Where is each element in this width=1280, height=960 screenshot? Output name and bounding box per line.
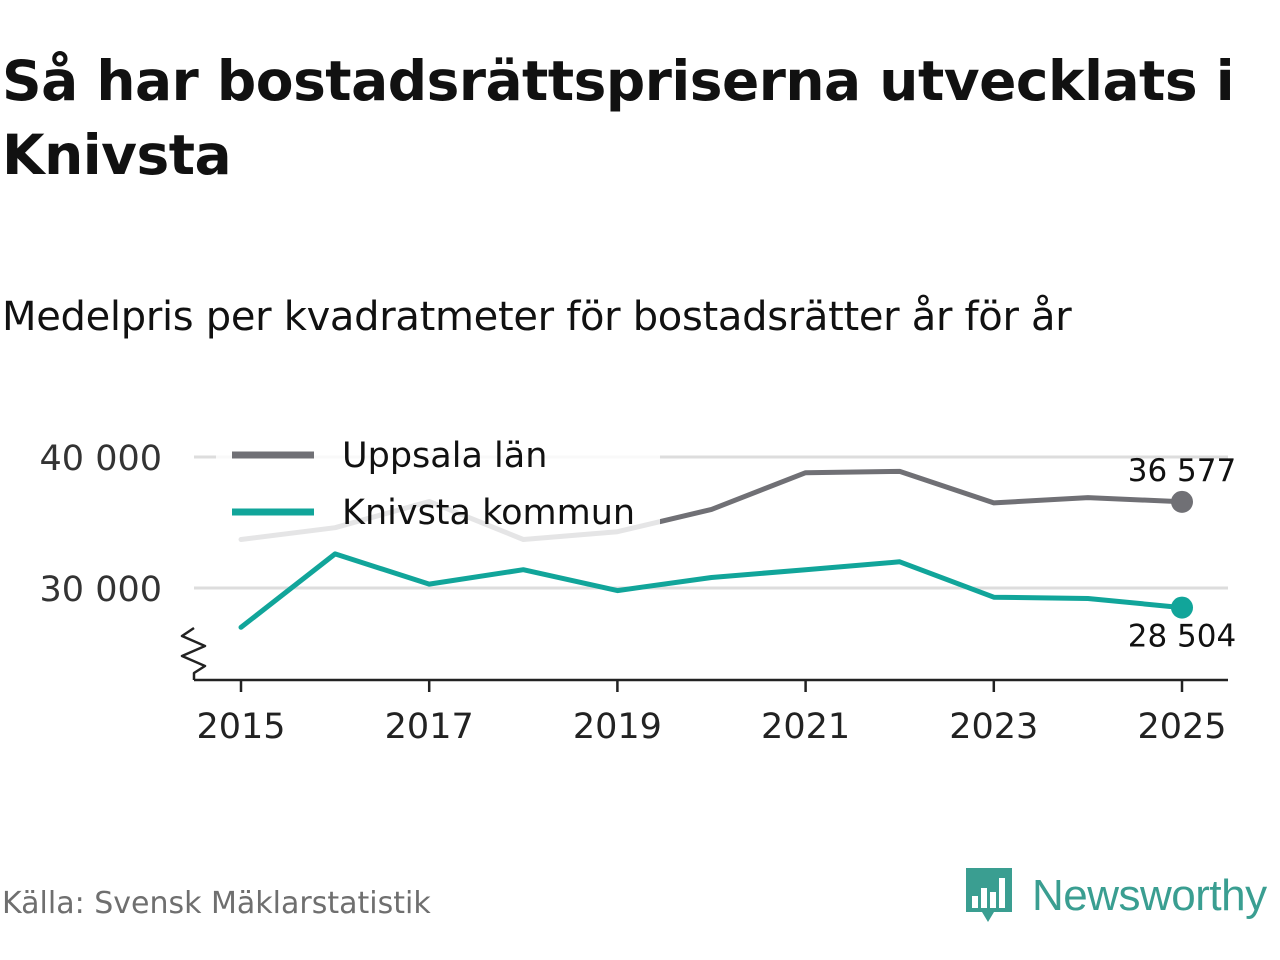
brand-name: Newsworthy	[1032, 871, 1267, 920]
end-point-marker	[1171, 490, 1193, 513]
y-axis: 30 000 40 000	[40, 439, 162, 610]
x-axis: 2015 2017 2019 2021 2023 2025	[194, 678, 1228, 747]
chart-title: Så har bostadsrättspriserna utvecklats i…	[2, 49, 1235, 187]
y-tick-label: 30 000	[40, 570, 162, 610]
end-value-label: 28 504	[1128, 619, 1236, 655]
x-tick-label: 2015	[196, 707, 285, 747]
legend: Uppsala län Knivsta kommun	[216, 428, 660, 546]
legend-backdrop	[216, 428, 660, 546]
line-chart: 30 000 40 000 2015 2017 2019 2021 2023 2025 Up…	[39, 428, 1237, 747]
axis-break-icon	[180, 626, 207, 680]
end-value-label: 36 577	[1128, 453, 1236, 489]
end-labels: 36 577 28 504	[1128, 453, 1236, 655]
x-tick-label: 2021	[761, 707, 850, 747]
brand-logo: Newsworthy	[964, 866, 1267, 926]
x-tick-label: 2017	[385, 707, 474, 747]
newsworthy-logo-icon	[966, 868, 1012, 922]
end-point-marker	[1171, 596, 1193, 619]
chart-subtitle: Medelpris per kvadratmeter för bostadsrä…	[2, 294, 1072, 340]
x-tick-label: 2019	[573, 707, 662, 747]
axis-break-zigzag	[180, 626, 207, 680]
legend-label: Uppsala län	[342, 436, 547, 476]
series-line-knivsta	[238, 551, 1185, 630]
x-tick-label: 2023	[949, 707, 1038, 747]
y-tick-label: 40 000	[40, 439, 162, 479]
x-tick-label: 2025	[1137, 707, 1226, 747]
source-note: Källa: Svensk Mäklarstatistik	[2, 886, 431, 921]
legend-label: Knivsta kommun	[342, 493, 635, 533]
